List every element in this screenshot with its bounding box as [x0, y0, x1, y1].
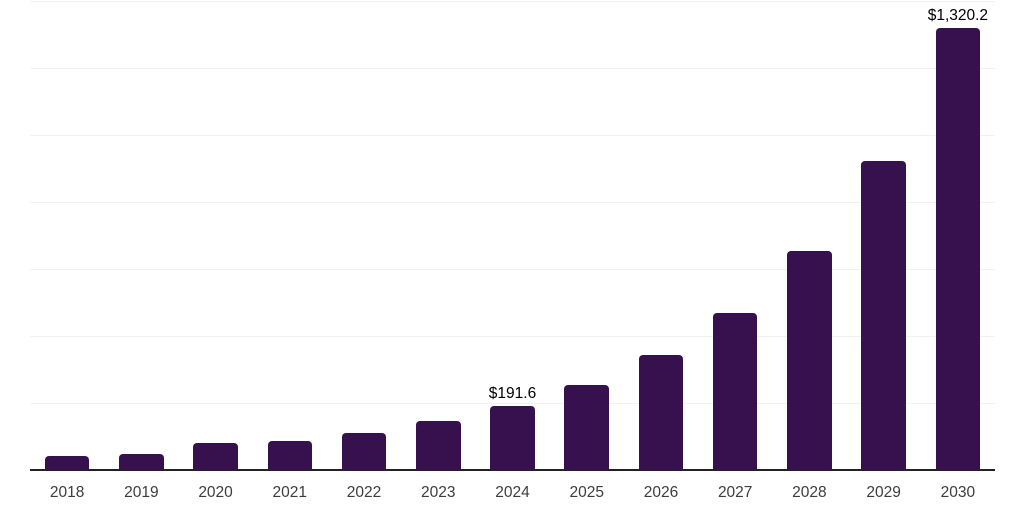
- gridline-200: [30, 403, 995, 404]
- x-tick-label-2020: 2020: [198, 484, 233, 501]
- x-tick-label-2030: 2030: [940, 484, 976, 501]
- bar-2023: [416, 420, 461, 470]
- x-tick-label-2018: 2018: [49, 484, 85, 501]
- x-tick-label-2029: 2029: [866, 484, 901, 501]
- gridline-600: [30, 269, 995, 270]
- data-label-2030: $1,320.2: [927, 6, 989, 24]
- bar-2030: [935, 27, 981, 470]
- x-tick-label-2023: 2023: [421, 484, 456, 501]
- x-tick-label-2021: 2021: [272, 484, 308, 501]
- x-axis-line: [30, 469, 995, 471]
- x-tick-label-2028: 2028: [792, 484, 827, 501]
- x-tick-label-2019: 2019: [124, 484, 159, 501]
- bar-2020: [193, 442, 238, 470]
- gridline-1200: [30, 68, 995, 69]
- bar-2025: [564, 384, 609, 470]
- bar-2018: [44, 455, 90, 470]
- x-tick-label-2024: 2024: [495, 484, 530, 501]
- gridline-1400: [30, 1, 995, 2]
- bar-2027: [712, 312, 758, 470]
- bar-2029: [861, 160, 906, 470]
- gridline-400: [30, 336, 995, 337]
- x-tick-label-2026: 2026: [643, 484, 679, 501]
- x-tick-label-2025: 2025: [569, 484, 604, 501]
- x-tick-label-2022: 2022: [346, 484, 382, 501]
- gridline-1000: [30, 135, 995, 136]
- bar-2022: [341, 432, 387, 470]
- bar-2019: [119, 453, 164, 470]
- bar-2028: [787, 250, 832, 470]
- data-label-2024: $191.6: [488, 384, 537, 402]
- bar-2021: [267, 440, 313, 470]
- gridline-800: [30, 202, 995, 203]
- bar-2024: [490, 405, 535, 470]
- x-tick-label-2027: 2027: [717, 484, 753, 501]
- bar-2026: [638, 354, 684, 470]
